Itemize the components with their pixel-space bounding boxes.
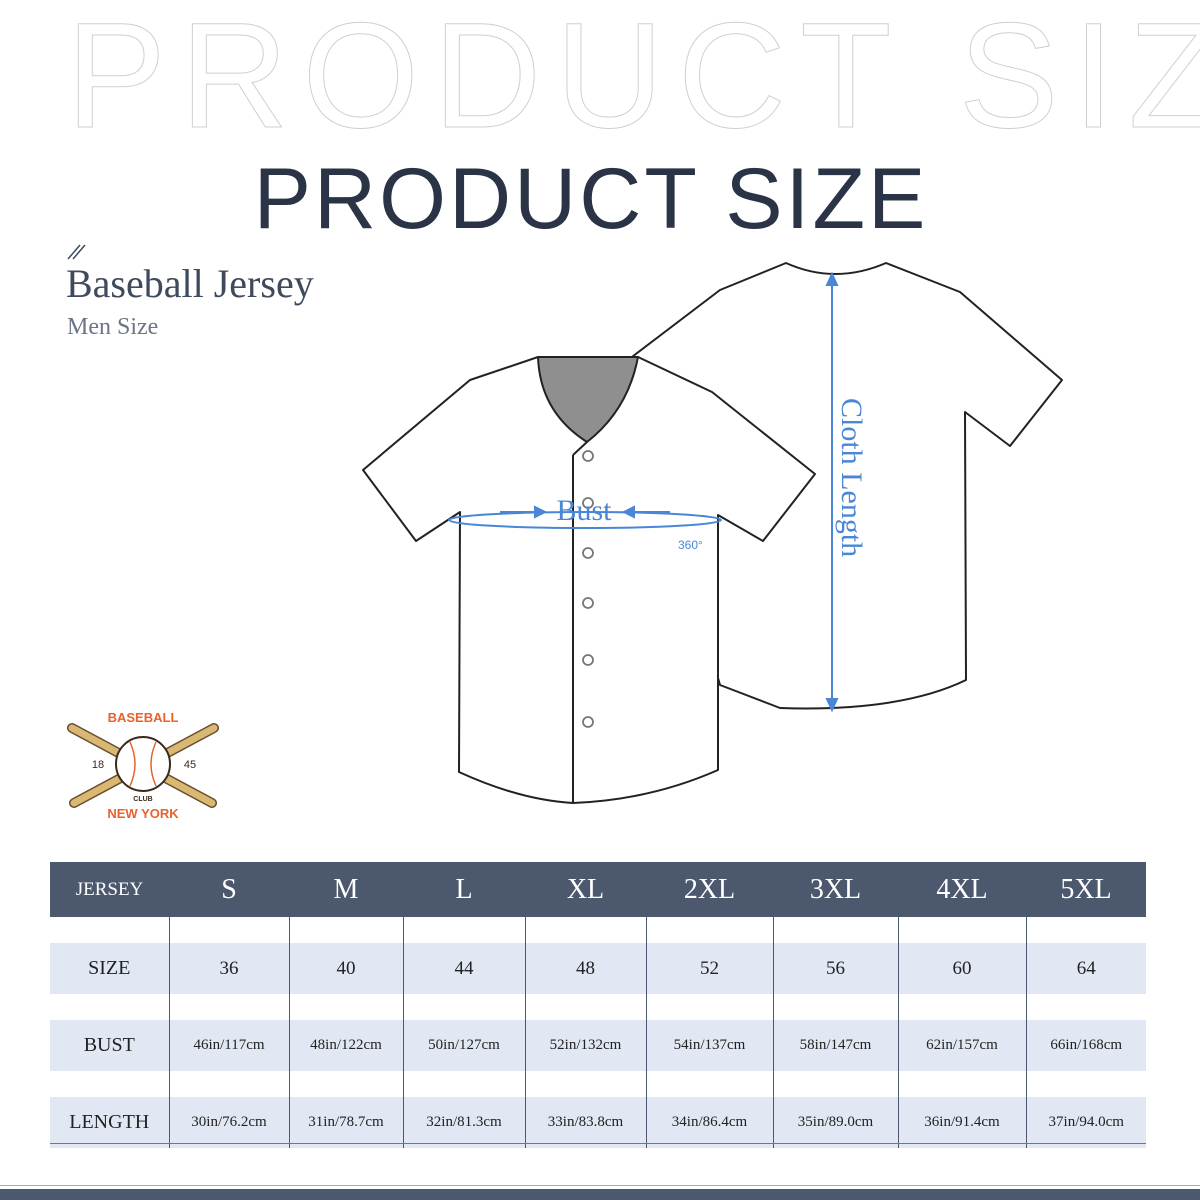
table-cell: 35in/89.0cm bbox=[772, 1097, 898, 1148]
table-cell: 52 bbox=[645, 943, 773, 994]
table-cell: 64 bbox=[1025, 943, 1146, 994]
jersey-diagram: Bust 360° Cloth Length BASEBALL NEW YORK… bbox=[67, 262, 1063, 821]
watermark-title: PRODUCT SIZE bbox=[65, 0, 1200, 159]
spacer-cell bbox=[50, 994, 169, 1020]
spacer-cell bbox=[897, 1071, 1026, 1097]
spacer-cell bbox=[1025, 1071, 1146, 1097]
header-cell: 5XL bbox=[1026, 862, 1146, 917]
table-cell: 60 bbox=[897, 943, 1026, 994]
logo-text-top: BASEBALL bbox=[108, 710, 179, 725]
spacer-cell bbox=[402, 917, 525, 943]
spacer-cell bbox=[772, 1071, 898, 1097]
table-cell: 33in/83.8cm bbox=[524, 1097, 646, 1148]
size-category: Men Size bbox=[67, 314, 159, 340]
spacer-cell bbox=[288, 1071, 403, 1097]
header-cell: XL bbox=[525, 862, 646, 917]
table-cell: 32in/81.3cm bbox=[402, 1097, 525, 1148]
table-cell: 34in/86.4cm bbox=[645, 1097, 773, 1148]
spacer-cell bbox=[772, 994, 898, 1020]
header-cell: JERSEY bbox=[50, 862, 169, 917]
table-cell: 48 bbox=[524, 943, 646, 994]
logo-year-left: 18 bbox=[92, 759, 104, 771]
spacer-cell bbox=[645, 1071, 773, 1097]
page-title: PRODUCT SIZE bbox=[253, 151, 929, 247]
spacer-cell bbox=[1025, 917, 1146, 943]
table-cell: 56 bbox=[772, 943, 898, 994]
table-cell: 31in/78.7cm bbox=[288, 1097, 403, 1148]
spacer-cell bbox=[402, 1071, 525, 1097]
spacer-cell bbox=[772, 917, 898, 943]
spacer-cell bbox=[168, 1071, 289, 1097]
logo-year-right: 45 bbox=[184, 759, 196, 771]
spacer-cell bbox=[168, 917, 289, 943]
table-cell: 62in/157cm bbox=[897, 1020, 1026, 1071]
spacer-cell bbox=[168, 994, 289, 1020]
baseball-club-logo: BASEBALL NEW YORK CLUB 18 45 bbox=[67, 710, 219, 821]
table-cell: 40 bbox=[288, 943, 403, 994]
header-cell: 3XL bbox=[773, 862, 898, 917]
table-cell: 44 bbox=[402, 943, 525, 994]
header-cell: 2XL bbox=[646, 862, 773, 917]
jersey-front bbox=[362, 356, 816, 804]
spacer-cell bbox=[524, 917, 646, 943]
table-cell: 36in/91.4cm bbox=[897, 1097, 1026, 1148]
size-table: JERSEY S M L XL 2XL 3XL 4XL 5XL SIZE 36 40… bbox=[50, 862, 1146, 1148]
table-cell: 46in/117cm bbox=[168, 1020, 289, 1071]
spacer-row bbox=[50, 1071, 1146, 1097]
spacer-cell bbox=[402, 994, 525, 1020]
logo-text-middle: CLUB bbox=[133, 796, 152, 803]
spacer-cell bbox=[1025, 994, 1146, 1020]
table-cell: 30in/76.2cm bbox=[168, 1097, 289, 1148]
header-cell: L bbox=[403, 862, 525, 917]
table-header-row: JERSEY S M L XL 2XL 3XL 4XL 5XL bbox=[50, 862, 1146, 917]
table-row: LENGTH 30in/76.2cm 31in/78.7cm 32in/81.3cm 3… bbox=[50, 1097, 1146, 1148]
header-cell: M bbox=[289, 862, 403, 917]
row-label: BUST bbox=[50, 1020, 169, 1071]
spacer-cell bbox=[645, 917, 773, 943]
spacer-cell bbox=[897, 917, 1026, 943]
row-label: LENGTH bbox=[50, 1097, 169, 1148]
spacer-cell bbox=[288, 994, 403, 1020]
table-bottom-border bbox=[50, 1143, 1146, 1144]
bust-measure-line bbox=[448, 511, 722, 529]
bust-label: Bust bbox=[556, 494, 612, 527]
table-row: BUST 46in/117cm 48in/122cm 50in/127cm 52in/1… bbox=[50, 1020, 1146, 1071]
spacer-cell bbox=[645, 994, 773, 1020]
product-name: Baseball Jersey bbox=[66, 261, 314, 306]
footer-line bbox=[0, 1185, 1200, 1186]
table-cell: 36 bbox=[168, 943, 289, 994]
table-cell: 54in/137cm bbox=[645, 1020, 773, 1071]
spacer-cell bbox=[50, 917, 169, 943]
table-cell: 58in/147cm bbox=[772, 1020, 898, 1071]
spacer-row bbox=[50, 917, 1146, 943]
spacer-cell bbox=[524, 994, 646, 1020]
jersey-collar bbox=[537, 356, 639, 443]
table-cell: 50in/127cm bbox=[402, 1020, 525, 1071]
bust-note: 360° bbox=[678, 538, 703, 552]
spacer-row bbox=[50, 994, 1146, 1020]
table-cell: 52in/132cm bbox=[524, 1020, 646, 1071]
footer-bar bbox=[0, 1189, 1200, 1200]
table-cell: 48in/122cm bbox=[288, 1020, 403, 1071]
row-label: SIZE bbox=[50, 943, 169, 994]
spacer-cell bbox=[897, 994, 1026, 1020]
slash-decoration-icon bbox=[67, 244, 86, 260]
length-label: Cloth Length bbox=[835, 398, 868, 557]
table-cell: 66in/168cm bbox=[1025, 1020, 1146, 1071]
table-cell: 37in/94.0cm bbox=[1025, 1097, 1146, 1148]
logo-text-bottom: NEW YORK bbox=[107, 806, 179, 821]
table-row: SIZE 36 40 44 48 52 56 60 64 bbox=[50, 943, 1146, 994]
spacer-cell bbox=[524, 1071, 646, 1097]
header-cell: S bbox=[169, 862, 289, 917]
spacer-cell bbox=[288, 917, 403, 943]
spacer-cell bbox=[50, 1071, 169, 1097]
header-cell: 4XL bbox=[898, 862, 1026, 917]
